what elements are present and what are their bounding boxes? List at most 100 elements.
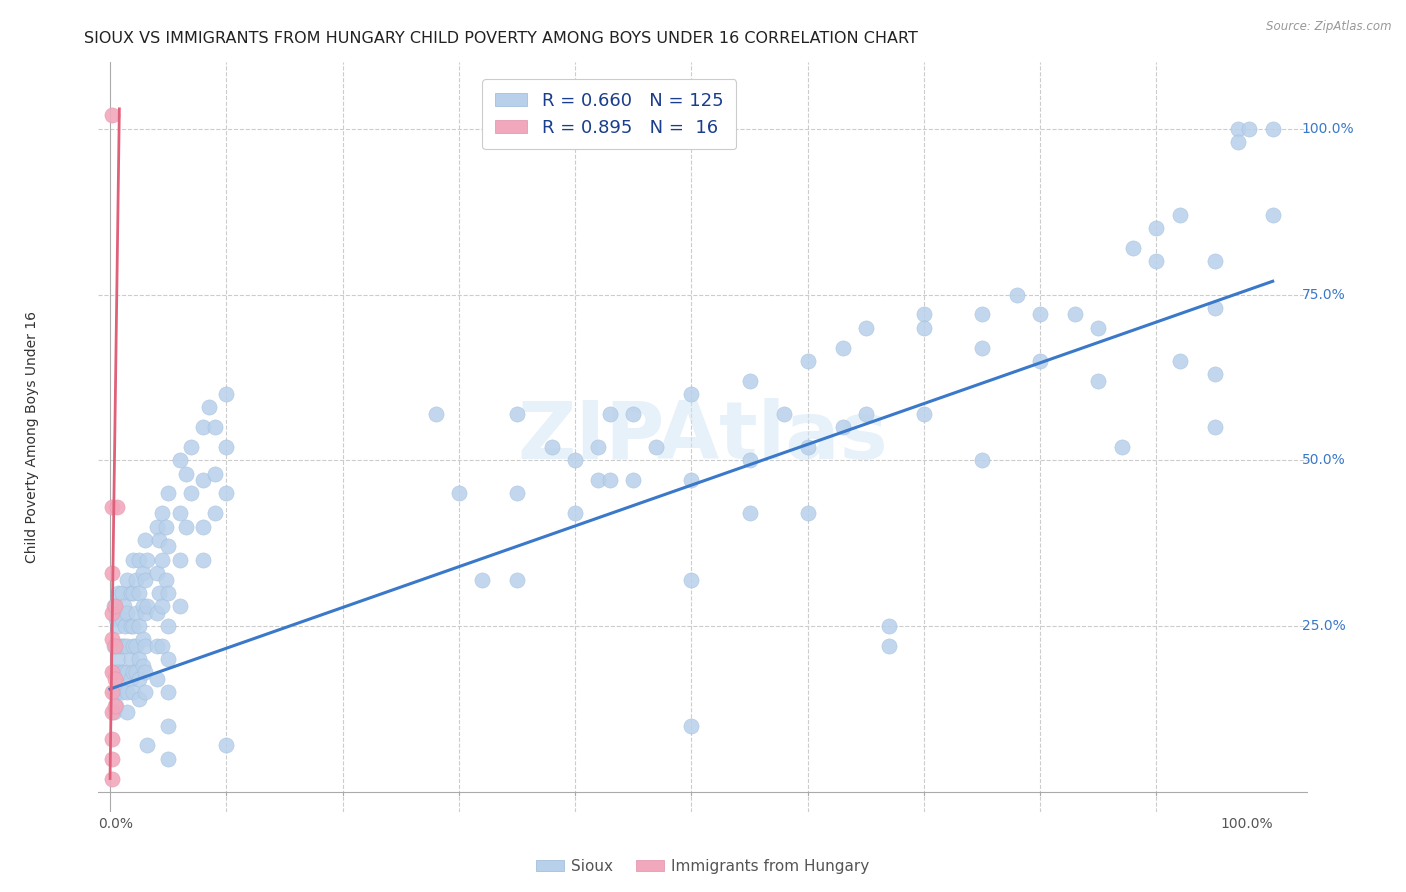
- Point: [122, 619, 145, 633]
- Point: [122, 586, 145, 600]
- Point: [831, 341, 853, 355]
- Point: [425, 407, 447, 421]
- Point: [148, 586, 170, 600]
- Text: 100.0%: 100.0%: [1302, 121, 1354, 136]
- Point: [471, 573, 494, 587]
- Point: [101, 108, 124, 122]
- Point: [912, 320, 935, 334]
- Point: [155, 573, 177, 587]
- Point: [564, 453, 586, 467]
- Point: [796, 354, 818, 368]
- Point: [1204, 254, 1226, 268]
- Text: 100.0%: 100.0%: [1220, 817, 1272, 831]
- Point: [117, 573, 139, 587]
- Point: [970, 453, 993, 467]
- Point: [204, 506, 226, 520]
- Point: [681, 718, 703, 732]
- Text: ZIPAtlas: ZIPAtlas: [517, 398, 889, 476]
- Point: [122, 553, 145, 567]
- Point: [588, 440, 610, 454]
- Point: [117, 665, 139, 680]
- Point: [796, 506, 818, 520]
- Point: [150, 553, 173, 567]
- Point: [124, 606, 146, 620]
- Point: [124, 639, 146, 653]
- Point: [136, 553, 159, 567]
- Point: [1204, 301, 1226, 315]
- Point: [1204, 367, 1226, 381]
- Point: [128, 672, 150, 686]
- Point: [506, 407, 529, 421]
- Point: [877, 639, 900, 653]
- Point: [191, 420, 214, 434]
- Point: [877, 619, 900, 633]
- Point: [174, 467, 197, 481]
- Point: [681, 473, 703, 487]
- Point: [157, 752, 180, 766]
- Point: [101, 731, 124, 746]
- Text: 75.0%: 75.0%: [1302, 287, 1346, 301]
- Point: [796, 440, 818, 454]
- Point: [157, 685, 180, 699]
- Point: [103, 685, 125, 699]
- Point: [107, 619, 129, 633]
- Point: [599, 407, 621, 421]
- Point: [124, 665, 146, 680]
- Point: [1261, 121, 1284, 136]
- Text: Source: ZipAtlas.com: Source: ZipAtlas.com: [1267, 20, 1392, 33]
- Point: [621, 473, 644, 487]
- Point: [215, 739, 238, 753]
- Point: [1168, 354, 1191, 368]
- Point: [204, 420, 226, 434]
- Point: [107, 586, 129, 600]
- Point: [157, 718, 180, 732]
- Point: [111, 685, 134, 699]
- Point: [157, 486, 180, 500]
- Point: [128, 652, 150, 666]
- Point: [117, 639, 139, 653]
- Point: [145, 566, 167, 580]
- Point: [131, 599, 153, 614]
- Point: [104, 639, 127, 653]
- Point: [128, 619, 150, 633]
- Point: [506, 486, 529, 500]
- Point: [122, 665, 145, 680]
- Point: [111, 612, 134, 626]
- Text: SIOUX VS IMMIGRANTS FROM HUNGARY CHILD POVERTY AMONG BOYS UNDER 16 CORRELATION C: SIOUX VS IMMIGRANTS FROM HUNGARY CHILD P…: [84, 31, 918, 46]
- Point: [912, 407, 935, 421]
- Point: [101, 752, 124, 766]
- Point: [101, 705, 124, 719]
- Point: [169, 553, 191, 567]
- Point: [1226, 135, 1249, 149]
- Point: [136, 599, 159, 614]
- Legend: R = 0.660   N = 125, R = 0.895   N =  16: R = 0.660 N = 125, R = 0.895 N = 16: [482, 79, 737, 149]
- Point: [215, 440, 238, 454]
- Legend: Sioux, Immigrants from Hungary: Sioux, Immigrants from Hungary: [530, 853, 876, 880]
- Point: [120, 619, 142, 633]
- Point: [120, 586, 142, 600]
- Point: [131, 566, 153, 580]
- Point: [101, 685, 124, 699]
- Point: [180, 440, 202, 454]
- Point: [198, 401, 221, 415]
- Point: [681, 387, 703, 401]
- Point: [145, 606, 167, 620]
- Point: [128, 586, 150, 600]
- Point: [1239, 121, 1261, 136]
- Point: [447, 486, 470, 500]
- Point: [134, 665, 156, 680]
- Point: [134, 573, 156, 587]
- Point: [103, 665, 125, 680]
- Point: [101, 632, 124, 647]
- Point: [1204, 420, 1226, 434]
- Point: [1087, 374, 1109, 388]
- Point: [104, 698, 127, 713]
- Point: [145, 639, 167, 653]
- Point: [738, 453, 761, 467]
- Point: [1144, 221, 1167, 235]
- Point: [1064, 307, 1087, 321]
- Point: [148, 533, 170, 547]
- Point: [157, 540, 180, 554]
- Point: [970, 307, 993, 321]
- Point: [773, 407, 796, 421]
